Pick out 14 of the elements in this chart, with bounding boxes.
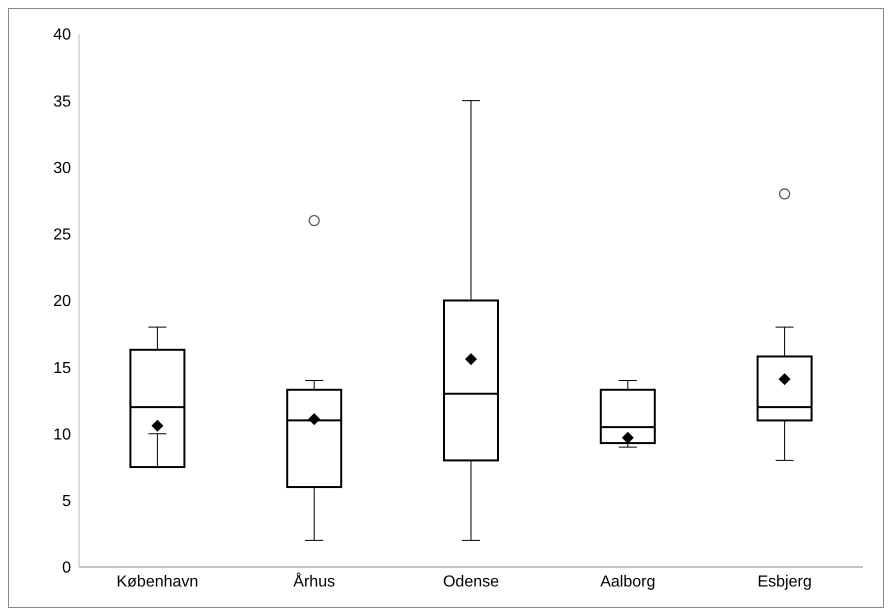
y-tick-label: 0 (62, 560, 72, 577)
x-tick-label: Odense (442, 573, 500, 590)
x-tick-label: Aalborg (600, 573, 656, 590)
x-tick-label: København (116, 573, 198, 590)
y-tick-label: 30 (53, 160, 72, 177)
y-tick-label: 5 (62, 493, 72, 510)
y-tick-label: 40 (53, 26, 72, 44)
y-tick-label: 25 (53, 226, 72, 244)
y-tick-label: 20 (53, 293, 72, 310)
y-tick-label: 35 (53, 93, 72, 110)
x-tick-label: Århus (293, 572, 336, 590)
x-tick-label: Esbjerg (757, 573, 812, 590)
y-tick-label: 15 (53, 360, 72, 377)
y-tick-label: 10 (53, 426, 72, 444)
